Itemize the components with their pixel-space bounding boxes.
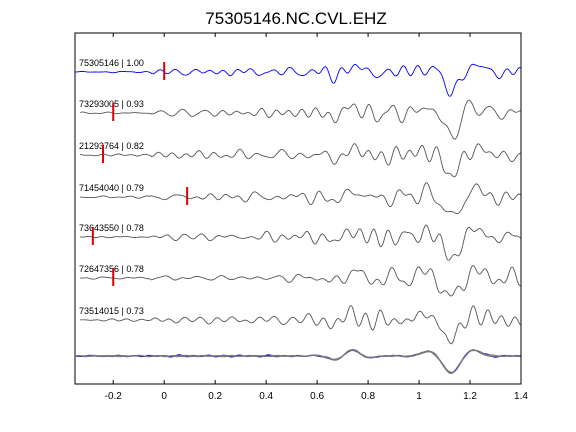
stack-waveform bbox=[75, 349, 521, 373]
trace-label: 75305146 | 1.00 bbox=[79, 58, 144, 68]
trace-waveform bbox=[80, 224, 521, 261]
trace-waveform bbox=[80, 182, 521, 215]
trace-waveform bbox=[74, 63, 521, 97]
x-axis-ticks: -0.2 0 0.2 0.4 0.6 0.8 1 1.2 1.4 bbox=[105, 33, 528, 402]
trace-label: 21293764 | 0.82 bbox=[79, 141, 144, 151]
trace-layer: 75305146 | 1.00 73293005 | 0.93 21293764 |… bbox=[74, 58, 521, 345]
trace-label: 73293005 | 0.93 bbox=[79, 99, 144, 109]
trace-label: 73643550 | 0.78 bbox=[79, 223, 144, 233]
x-tick-label: 1 bbox=[416, 391, 422, 402]
x-tick-label: 0.2 bbox=[208, 391, 222, 402]
trace-waveform bbox=[80, 99, 521, 140]
chart-title: 75305146.NC.CVL.EHZ bbox=[205, 9, 386, 28]
x-tick-label: 0 bbox=[161, 391, 167, 402]
stack-overlay bbox=[74, 349, 521, 375]
trace-label: 72647356 | 0.78 bbox=[79, 264, 144, 274]
x-tick-label: 0.4 bbox=[259, 391, 273, 402]
x-tick-label: 0.6 bbox=[310, 391, 324, 402]
trace-waveform bbox=[79, 143, 521, 178]
trace-label: 71454040 | 0.79 bbox=[79, 183, 144, 193]
x-tick-label: 1.2 bbox=[463, 391, 477, 402]
x-tick-label: 0.8 bbox=[361, 391, 375, 402]
x-tick-label: 1.4 bbox=[514, 391, 528, 402]
trace-waveform bbox=[80, 265, 521, 297]
trace-label: 73514015 | 0.73 bbox=[79, 306, 144, 316]
trace-waveform bbox=[80, 305, 521, 345]
plot-frame bbox=[74, 32, 522, 385]
x-tick-label: -0.2 bbox=[105, 391, 123, 402]
